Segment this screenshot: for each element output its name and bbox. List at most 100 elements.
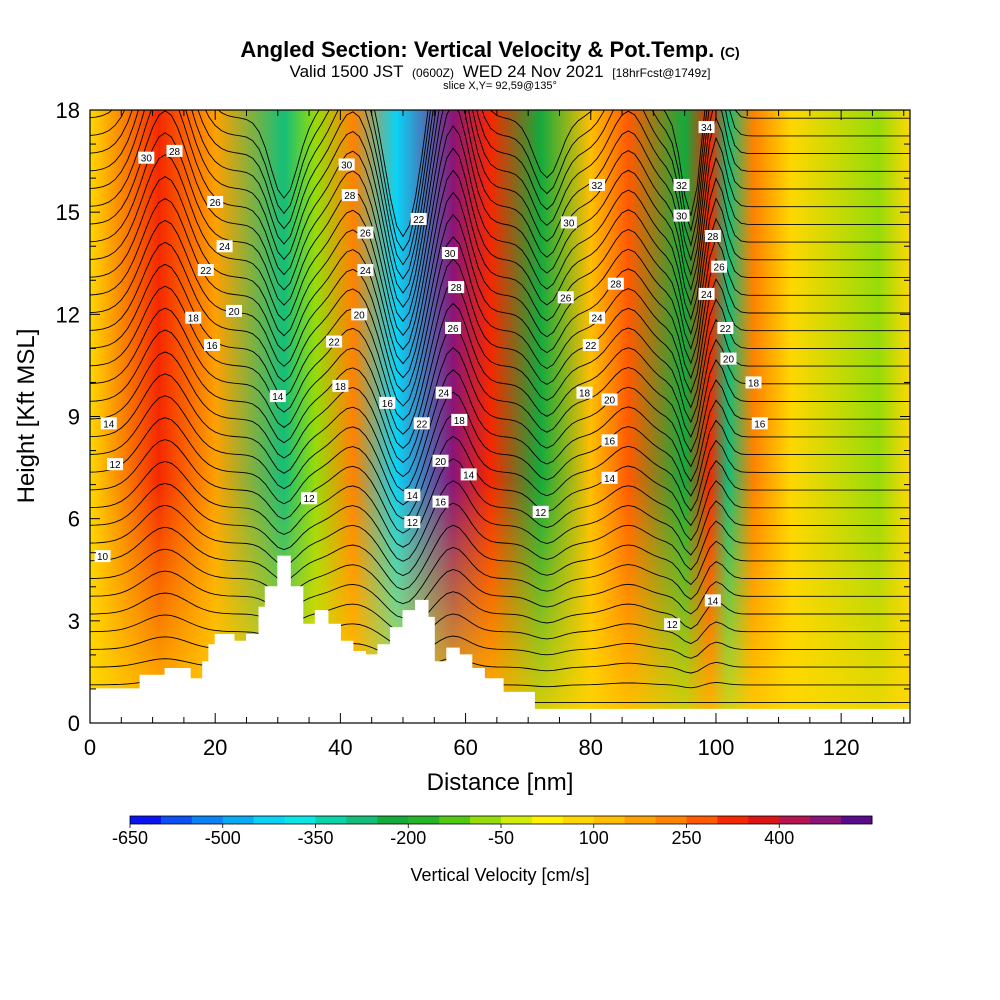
pot-temp-label: 14: [460, 468, 477, 481]
x-axis: 0 20 40 60 80 100 120: [84, 110, 905, 760]
y-tick-label: 12: [56, 302, 80, 327]
colorbar-swatch: [439, 816, 471, 824]
svg-text:12: 12: [407, 518, 419, 529]
pot-temp-label: 28: [704, 230, 721, 243]
isentrope-line: [90, 613, 910, 647]
x-tick-label: 40: [328, 735, 352, 760]
colorbar-tick-label: 250: [671, 828, 701, 848]
svg-text:28: 28: [344, 191, 356, 202]
pot-temp-label: 22: [326, 335, 343, 349]
isentrope-line: [90, 413, 910, 520]
svg-text:30: 30: [563, 218, 575, 229]
colorbar-tick-label: -350: [297, 828, 333, 848]
pot-temp-label: 28: [166, 144, 183, 158]
svg-text:16: 16: [754, 419, 766, 430]
y-axis: 0 3 6 9 12 15 18: [56, 98, 910, 736]
pot-temp-label: 20: [351, 308, 368, 321]
pot-temp-label: 34: [698, 121, 715, 134]
pot-temp-label: 18: [576, 386, 593, 400]
svg-text:20: 20: [354, 310, 366, 321]
x-tick-label: 120: [823, 735, 860, 760]
isentrope-line: [90, 125, 910, 337]
svg-text:26: 26: [210, 198, 222, 209]
y-tick-label: 0: [68, 711, 80, 736]
svg-text:20: 20: [435, 457, 447, 468]
colorbar-swatch: [686, 816, 718, 824]
colorbar-swatch: [655, 816, 687, 824]
svg-text:32: 32: [676, 181, 688, 192]
isentrope-line: [90, 110, 910, 322]
colorbar-swatch: [624, 816, 657, 824]
pot-temp-label: 32: [589, 178, 606, 192]
pot-temp-label: 22: [413, 417, 430, 430]
colorbar-tick-label: -650: [112, 828, 148, 848]
pot-temp-label: 14: [404, 488, 421, 502]
isentrope-line: [90, 258, 910, 421]
pot-temp-label: 26: [357, 226, 374, 240]
colorbar-tick-label: -500: [205, 828, 241, 848]
svg-text:34: 34: [701, 123, 713, 134]
svg-text:14: 14: [707, 596, 719, 607]
isentrope-line: [90, 110, 910, 280]
colorbar-swatch: [748, 816, 780, 824]
colorbar-swatch: [284, 816, 316, 824]
svg-text:32: 32: [591, 181, 603, 192]
isentrope-line: [90, 369, 910, 492]
isentrope-line: [90, 110, 910, 294]
chart-title: Angled Section: Vertical Velocity & Pot.…: [240, 37, 739, 62]
pot-temp-label: 12: [532, 505, 549, 519]
svg-text:24: 24: [701, 290, 713, 301]
isentrope-line: [90, 236, 910, 407]
colorbar-swatch: [531, 816, 564, 824]
colorbar-swatch: [253, 816, 286, 824]
svg-text:22: 22: [720, 324, 732, 335]
pot-temp-label: 26: [445, 321, 462, 335]
svg-text:12: 12: [304, 494, 316, 505]
pot-temp-label: 16: [751, 417, 768, 430]
pot-temp-label: 30: [673, 209, 690, 223]
svg-text:22: 22: [585, 341, 597, 352]
colorbar-tick-label: -200: [390, 828, 426, 848]
plot-area: 30 28 26 24 22 20 18 16 14 12 10 14 12 30 28 26 24 20 22 18…: [90, 110, 910, 723]
slice-note: slice X,Y= 92,59@135°: [443, 80, 557, 92]
pot-temp-label: 18: [332, 379, 349, 393]
colorbar-swatch: [191, 816, 224, 824]
svg-text:16: 16: [206, 341, 218, 352]
svg-text:12: 12: [109, 460, 121, 471]
pot-temp-label: 22: [717, 321, 734, 335]
colorbar-swatch: [810, 816, 842, 824]
isentrope-line: [90, 591, 910, 633]
svg-text:26: 26: [560, 293, 572, 304]
svg-text:30: 30: [676, 212, 688, 223]
isentrope-line: [90, 280, 910, 435]
isentrope-line: [90, 458, 910, 548]
colorbar-swatch: [593, 816, 626, 824]
svg-text:30: 30: [341, 160, 353, 171]
svg-text:14: 14: [407, 491, 419, 502]
svg-text:20: 20: [228, 307, 240, 318]
pot-temp-label: 28: [607, 277, 624, 291]
pot-temp-label: 18: [745, 376, 762, 389]
pot-temp-label: 14: [601, 471, 618, 485]
isentrope-line: [90, 502, 910, 576]
colorbar-swatch: [315, 816, 347, 824]
svg-text:22: 22: [200, 266, 212, 277]
svg-text:18: 18: [579, 389, 591, 400]
pot-temp-label: 12: [404, 516, 421, 529]
colorbar-swatch: [717, 816, 749, 824]
pot-temp-label: 20: [720, 352, 737, 366]
svg-text:28: 28: [451, 283, 463, 294]
y-tick-label: 9: [68, 405, 80, 430]
pot-temp-label: 14: [269, 390, 286, 403]
svg-text:10: 10: [97, 552, 109, 563]
pot-temp-label: 24: [216, 240, 233, 253]
pot-temp-label: 22: [410, 212, 427, 226]
isentrope-line: [90, 110, 910, 238]
svg-text:22: 22: [416, 419, 428, 430]
isentrope-line: [90, 110, 910, 308]
pot-temp-label: 22: [197, 264, 214, 277]
svg-text:24: 24: [219, 242, 231, 253]
svg-text:16: 16: [604, 436, 616, 447]
svg-text:20: 20: [723, 355, 735, 366]
